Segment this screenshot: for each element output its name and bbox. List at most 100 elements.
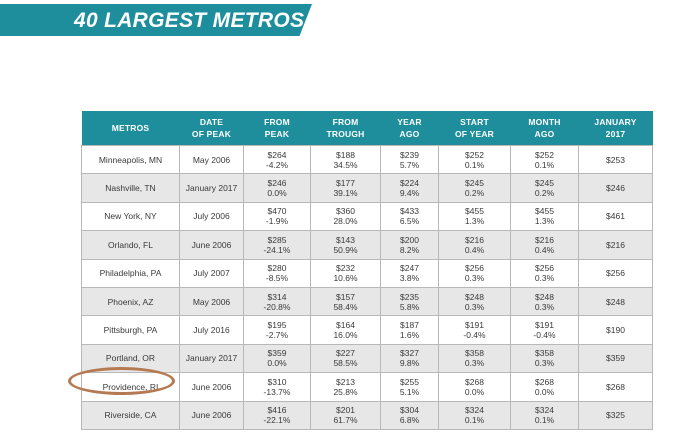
metros-table: METROS DATE OF PEAK FROM PEAK FROM TROUGH YEAR A… [81, 111, 653, 430]
table-header-row: METROS DATE OF PEAK FROM PEAK FROM TROUGH YEAR A… [81, 111, 653, 146]
cell-year-ago: $239 5.7% [380, 144, 439, 175]
cell-change-percent: 25.8% [333, 386, 358, 397]
cell-change-percent: 0.1% [464, 415, 485, 426]
cell-peak-date: July 2007 [179, 258, 244, 288]
cell-change-percent: 61.7% [333, 415, 358, 426]
cell-year-ago: $187 1.6% [380, 315, 439, 345]
cell-start-of-year: $245 0.2% [438, 173, 511, 203]
table-row: Pittsburgh, PA July 2016 $195 -2.7% $164 16.0… [81, 315, 653, 345]
cell-change-percent: 0.3% [464, 273, 485, 284]
cell-start-of-year: $252 0.1% [438, 144, 511, 175]
cell-change-percent: 0.3% [534, 273, 555, 284]
cell-value: $455 [465, 206, 484, 217]
cell-from-peak: $195 -2.7% [243, 315, 311, 345]
cell-change-percent: 0.1% [534, 415, 555, 426]
cell-value: $177 [336, 178, 355, 189]
cell-peak-date: June 2006 [179, 400, 244, 430]
column-header-month-ago: MONTH AGO [510, 111, 579, 146]
cell-change-percent: 28.0% [333, 216, 358, 227]
cell-metro: Nashville, TN [81, 173, 180, 203]
column-header-from-trough: FROM TROUGH [310, 111, 381, 146]
cell-metro: Riverside, CA [81, 400, 180, 430]
cell-year-ago: $327 9.8% [380, 343, 439, 374]
column-header-line: OF YEAR [454, 129, 495, 139]
cell-change-percent: 3.8% [399, 273, 420, 284]
cell-value: $314 [267, 291, 287, 302]
cell-from-peak: $314 -20.8% [243, 286, 311, 317]
cell-jan-2017: $253 [578, 144, 653, 175]
cell-jan-2017: $461 [578, 201, 653, 232]
cell-value: $216 [535, 234, 554, 245]
column-header-line: DATE [199, 117, 224, 127]
column-header-line: METROS [111, 123, 150, 133]
highlight-circle [68, 367, 175, 395]
column-header-line: AGO [399, 129, 420, 139]
cell-change-percent: 0.0% [464, 386, 485, 397]
cell-from-trough: $232 10.6% [310, 258, 381, 288]
cell-change-percent: 5.7% [399, 159, 420, 170]
cell-value: $201 [336, 405, 355, 416]
cell-year-ago: $224 9.4% [380, 173, 439, 203]
table-row: Portland, OR January 2017 $359 0.0% $227 58.5… [81, 343, 653, 374]
cell-value: $200 [400, 234, 419, 245]
cell-change-percent: -4.2% [265, 159, 289, 170]
cell-change-percent: 0.4% [464, 244, 485, 255]
cell-change-percent: -24.1% [263, 244, 291, 255]
cell-month-ago: $455 1.3% [510, 201, 579, 232]
cell-from-peak: $359 0.0% [243, 343, 311, 374]
cell-value: $248 [465, 291, 484, 302]
cell-value: $285 [267, 234, 287, 245]
cell-month-ago: $252 0.1% [510, 144, 579, 175]
cell-value: $187 [400, 320, 419, 331]
cell-value: $256 [465, 263, 484, 274]
cell-start-of-year: $248 0.3% [438, 286, 511, 317]
column-header-line: START [460, 117, 489, 127]
cell-value: $157 [336, 291, 355, 302]
cell-from-trough: $157 58.4% [310, 286, 381, 317]
cell-change-percent: 9.8% [399, 358, 420, 369]
cell-change-percent: 0.0% [267, 188, 287, 199]
cell-change-percent: 0.3% [534, 358, 555, 369]
cell-value: $191 [535, 320, 554, 331]
column-header-line: OF PEAK [191, 129, 232, 139]
cell-change-percent: 0.4% [534, 244, 555, 255]
cell-metro: Philadelphia, PA [81, 258, 180, 288]
column-header-line: MONTH [528, 117, 561, 127]
cell-value: $256 [535, 263, 554, 274]
cell-change-percent: 0.3% [534, 301, 555, 312]
cell-metro: New York, NY [81, 201, 180, 232]
cell-from-trough: $143 50.9% [310, 230, 381, 260]
cell-change-percent: 34.5% [333, 159, 358, 170]
cell-value: $268 [465, 376, 484, 387]
cell-value: $327 [400, 348, 419, 359]
cell-change-percent: 1.3% [534, 216, 555, 227]
cell-change-percent: 39.1% [333, 188, 358, 199]
cell-from-trough: $213 25.8% [310, 372, 381, 402]
cell-start-of-year: $268 0.0% [438, 372, 511, 402]
cell-start-of-year: $358 0.3% [438, 343, 511, 374]
cell-month-ago: $358 0.3% [510, 343, 579, 374]
cell-value: $324 [535, 405, 554, 416]
cell-start-of-year: $324 0.1% [438, 400, 511, 430]
table-row: Phoenix, AZ May 2006 $314 -20.8% $157 58.4% $2… [81, 286, 653, 317]
cell-change-percent: 0.3% [464, 358, 485, 369]
cell-change-percent: 16.0% [333, 330, 358, 341]
cell-value: $235 [400, 291, 419, 302]
column-header-line: JANUARY [594, 117, 637, 127]
cell-start-of-year: $216 0.4% [438, 230, 511, 260]
cell-change-percent: 10.6% [333, 273, 358, 284]
table-row: Nashville, TN January 2017 $246 0.0% $177 39.… [81, 173, 653, 203]
cell-from-peak: $264 -4.2% [243, 144, 311, 175]
cell-from-peak: $310 -13.7% [243, 372, 311, 402]
cell-change-percent: -2.7% [265, 330, 289, 341]
cell-from-peak: $416 -22.1% [243, 400, 311, 430]
table-body: Minneapolis, MN May 2006 $264 -4.2% $188 34.5… [81, 144, 653, 430]
cell-from-peak: $470 -1.9% [243, 201, 311, 232]
metros-table-container: METROS DATE OF PEAK FROM PEAK FROM TROUGH YEAR A… [81, 111, 653, 430]
cell-month-ago: $216 0.4% [510, 230, 579, 260]
column-header-from-peak: FROM PEAK [243, 111, 311, 146]
cell-change-percent: -20.8% [263, 301, 291, 312]
column-header-metros: METROS [81, 111, 180, 146]
cell-value: $164 [336, 320, 355, 331]
cell-value: $358 [535, 348, 554, 359]
